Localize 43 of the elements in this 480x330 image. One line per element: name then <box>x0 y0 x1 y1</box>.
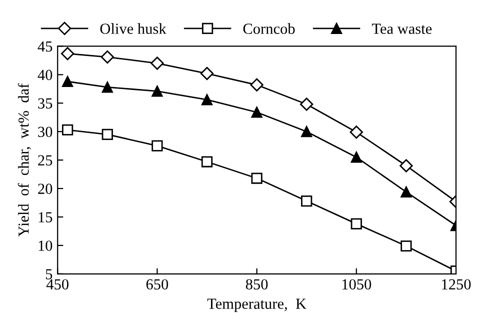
point <box>400 186 412 198</box>
point <box>201 94 213 106</box>
point <box>350 152 362 163</box>
point <box>102 128 113 140</box>
y-tick-label: 10 <box>38 240 52 251</box>
point <box>301 126 312 138</box>
y-tick-label: 25 <box>38 155 52 166</box>
y-tick-label: 45 <box>38 41 52 52</box>
point <box>152 140 163 152</box>
legend-label: Olive husk <box>100 23 166 34</box>
y-tick-label: 15 <box>38 212 52 222</box>
y-tick-label: 35 <box>38 98 52 109</box>
point <box>60 47 74 60</box>
point <box>400 240 412 252</box>
legend-label: Tea waste <box>372 24 432 34</box>
x-tick-label: 650 <box>146 279 168 290</box>
point <box>62 124 74 136</box>
point <box>350 126 363 139</box>
point <box>400 159 413 172</box>
point <box>201 156 213 168</box>
x-tick-label: 450 <box>46 279 68 290</box>
point <box>300 98 314 111</box>
y-tick-label: 5 <box>46 269 52 280</box>
point <box>152 86 163 97</box>
point <box>102 82 113 93</box>
point <box>251 172 262 184</box>
point <box>62 76 74 88</box>
x-axis-title: Temperature, K <box>207 298 306 312</box>
y-tick-label: 40 <box>38 70 52 80</box>
point <box>100 50 114 64</box>
y-axis-title: Yield of char, wt% daf <box>18 83 31 237</box>
point <box>301 195 312 207</box>
point <box>251 106 262 118</box>
y-tick-label: 20 <box>38 184 52 194</box>
x-tick-label: 1050 <box>342 279 372 290</box>
point <box>250 78 264 92</box>
point <box>150 56 164 70</box>
x-tick-label: 1250 <box>442 279 471 290</box>
point <box>350 218 362 230</box>
legend-label: Corncob <box>243 23 295 34</box>
y-tick-label: 30 <box>38 126 52 138</box>
x-tick-label: 850 <box>246 279 268 290</box>
point <box>200 66 214 80</box>
